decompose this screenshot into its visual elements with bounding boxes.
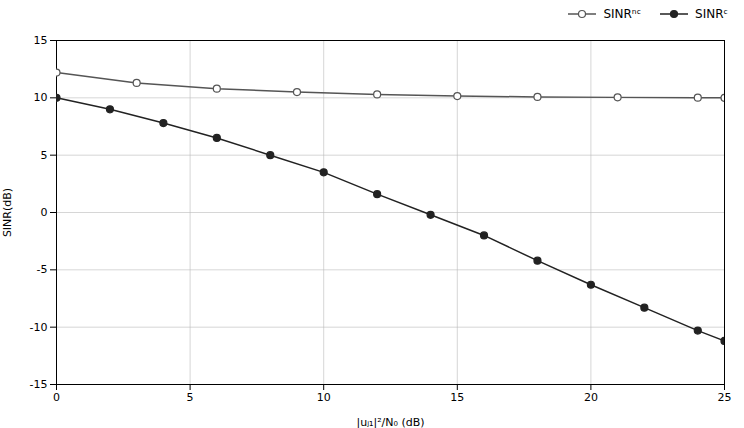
svg-text:5: 5	[41, 149, 48, 162]
svg-text:5: 5	[187, 391, 194, 404]
svg-text:0: 0	[53, 391, 60, 404]
html-text:SINRᶜ: SINRᶜ	[695, 7, 728, 21]
svg-text:10: 10	[317, 391, 331, 404]
html-text:SINRⁿᶜ: SINRⁿᶜ	[603, 7, 642, 21]
svg-text:15: 15	[450, 391, 464, 404]
svg-text:-15: -15	[30, 378, 48, 391]
svg-text:15: 15	[34, 34, 48, 47]
svg-text:-5: -5	[37, 263, 48, 276]
svg-text:25: 25	[718, 391, 732, 404]
svg-text:20: 20	[584, 391, 598, 404]
svg-text:|uⱼ₁|²/N₀ (dB): |uⱼ₁|²/N₀ (dB)	[356, 416, 424, 428]
svg-text:10: 10	[34, 91, 48, 104]
svg-text:0: 0	[41, 206, 48, 219]
svg-text:SINR(dB): SINR(dB)	[1, 188, 14, 237]
svg-text:-10: -10	[30, 321, 48, 334]
